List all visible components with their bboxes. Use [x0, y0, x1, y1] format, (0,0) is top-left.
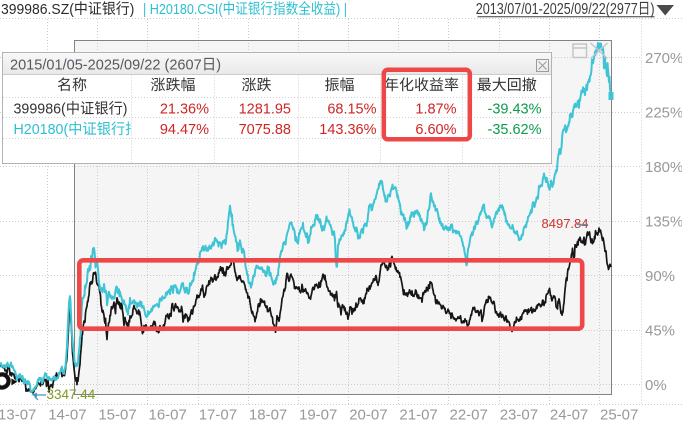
- svg-text:): ): [216, 57, 221, 74]
- svg-text:270%: 270%: [645, 50, 682, 67]
- svg-text:20-07: 20-07: [349, 407, 387, 424]
- svg-text:): ): [130, 1, 135, 18]
- svg-text:-35.62%: -35.62%: [487, 122, 541, 138]
- svg-text:68.15%: 68.15%: [327, 102, 376, 118]
- svg-text:143.36%: 143.36%: [319, 122, 376, 138]
- svg-text:8497.84: 8497.84: [542, 216, 589, 231]
- svg-text:21-07: 21-07: [399, 407, 437, 424]
- svg-text:3347.44: 3347.44: [47, 387, 96, 402]
- svg-text:180%: 180%: [645, 159, 682, 176]
- svg-text:135%: 135%: [645, 214, 682, 231]
- svg-text:21.36%: 21.36%: [160, 102, 209, 118]
- svg-text:94.47%: 94.47%: [160, 122, 209, 138]
- svg-text:) |: ) |: [336, 1, 347, 18]
- svg-text:399986.SZ(: 399986.SZ(: [1, 1, 74, 18]
- svg-text:22-07: 22-07: [450, 407, 488, 424]
- svg-text:H20180(: H20180(: [14, 121, 69, 138]
- svg-text:225%: 225%: [645, 105, 682, 122]
- svg-text:13-07: 13-07: [0, 407, 36, 424]
- svg-text:23-07: 23-07: [500, 407, 538, 424]
- svg-text:1281.95: 1281.95: [239, 102, 291, 118]
- svg-text:7075.88: 7075.88: [239, 122, 291, 138]
- svg-text:16-07: 16-07: [149, 407, 187, 424]
- svg-text:17-07: 17-07: [199, 407, 237, 424]
- svg-text:25-07: 25-07: [600, 407, 638, 424]
- svg-text:24-07: 24-07: [550, 407, 588, 424]
- svg-text:): ): [123, 101, 128, 118]
- svg-text:399986(: 399986(: [14, 101, 66, 118]
- svg-text:19-07: 19-07: [299, 407, 337, 424]
- svg-text:15-07: 15-07: [98, 407, 136, 424]
- svg-text:): ): [650, 1, 654, 18]
- svg-text:2013/07/01-2025/09/22(2977: 2013/07/01-2025/09/22(2977: [476, 1, 638, 18]
- svg-text:| H20180.CSI(: | H20180.CSI(: [143, 1, 223, 18]
- svg-text:45%: 45%: [645, 323, 675, 340]
- svg-text:14-07: 14-07: [48, 407, 86, 424]
- svg-text:18-07: 18-07: [249, 407, 287, 424]
- svg-text:90%: 90%: [645, 268, 675, 285]
- svg-text:2015/01/05-2025/09/22 (2607: 2015/01/05-2025/09/22 (2607: [10, 57, 202, 74]
- svg-text:6.60%: 6.60%: [415, 122, 456, 138]
- svg-text:-39.43%: -39.43%: [487, 102, 541, 118]
- svg-text:1.87%: 1.87%: [415, 102, 456, 118]
- svg-text:0%: 0%: [645, 377, 667, 394]
